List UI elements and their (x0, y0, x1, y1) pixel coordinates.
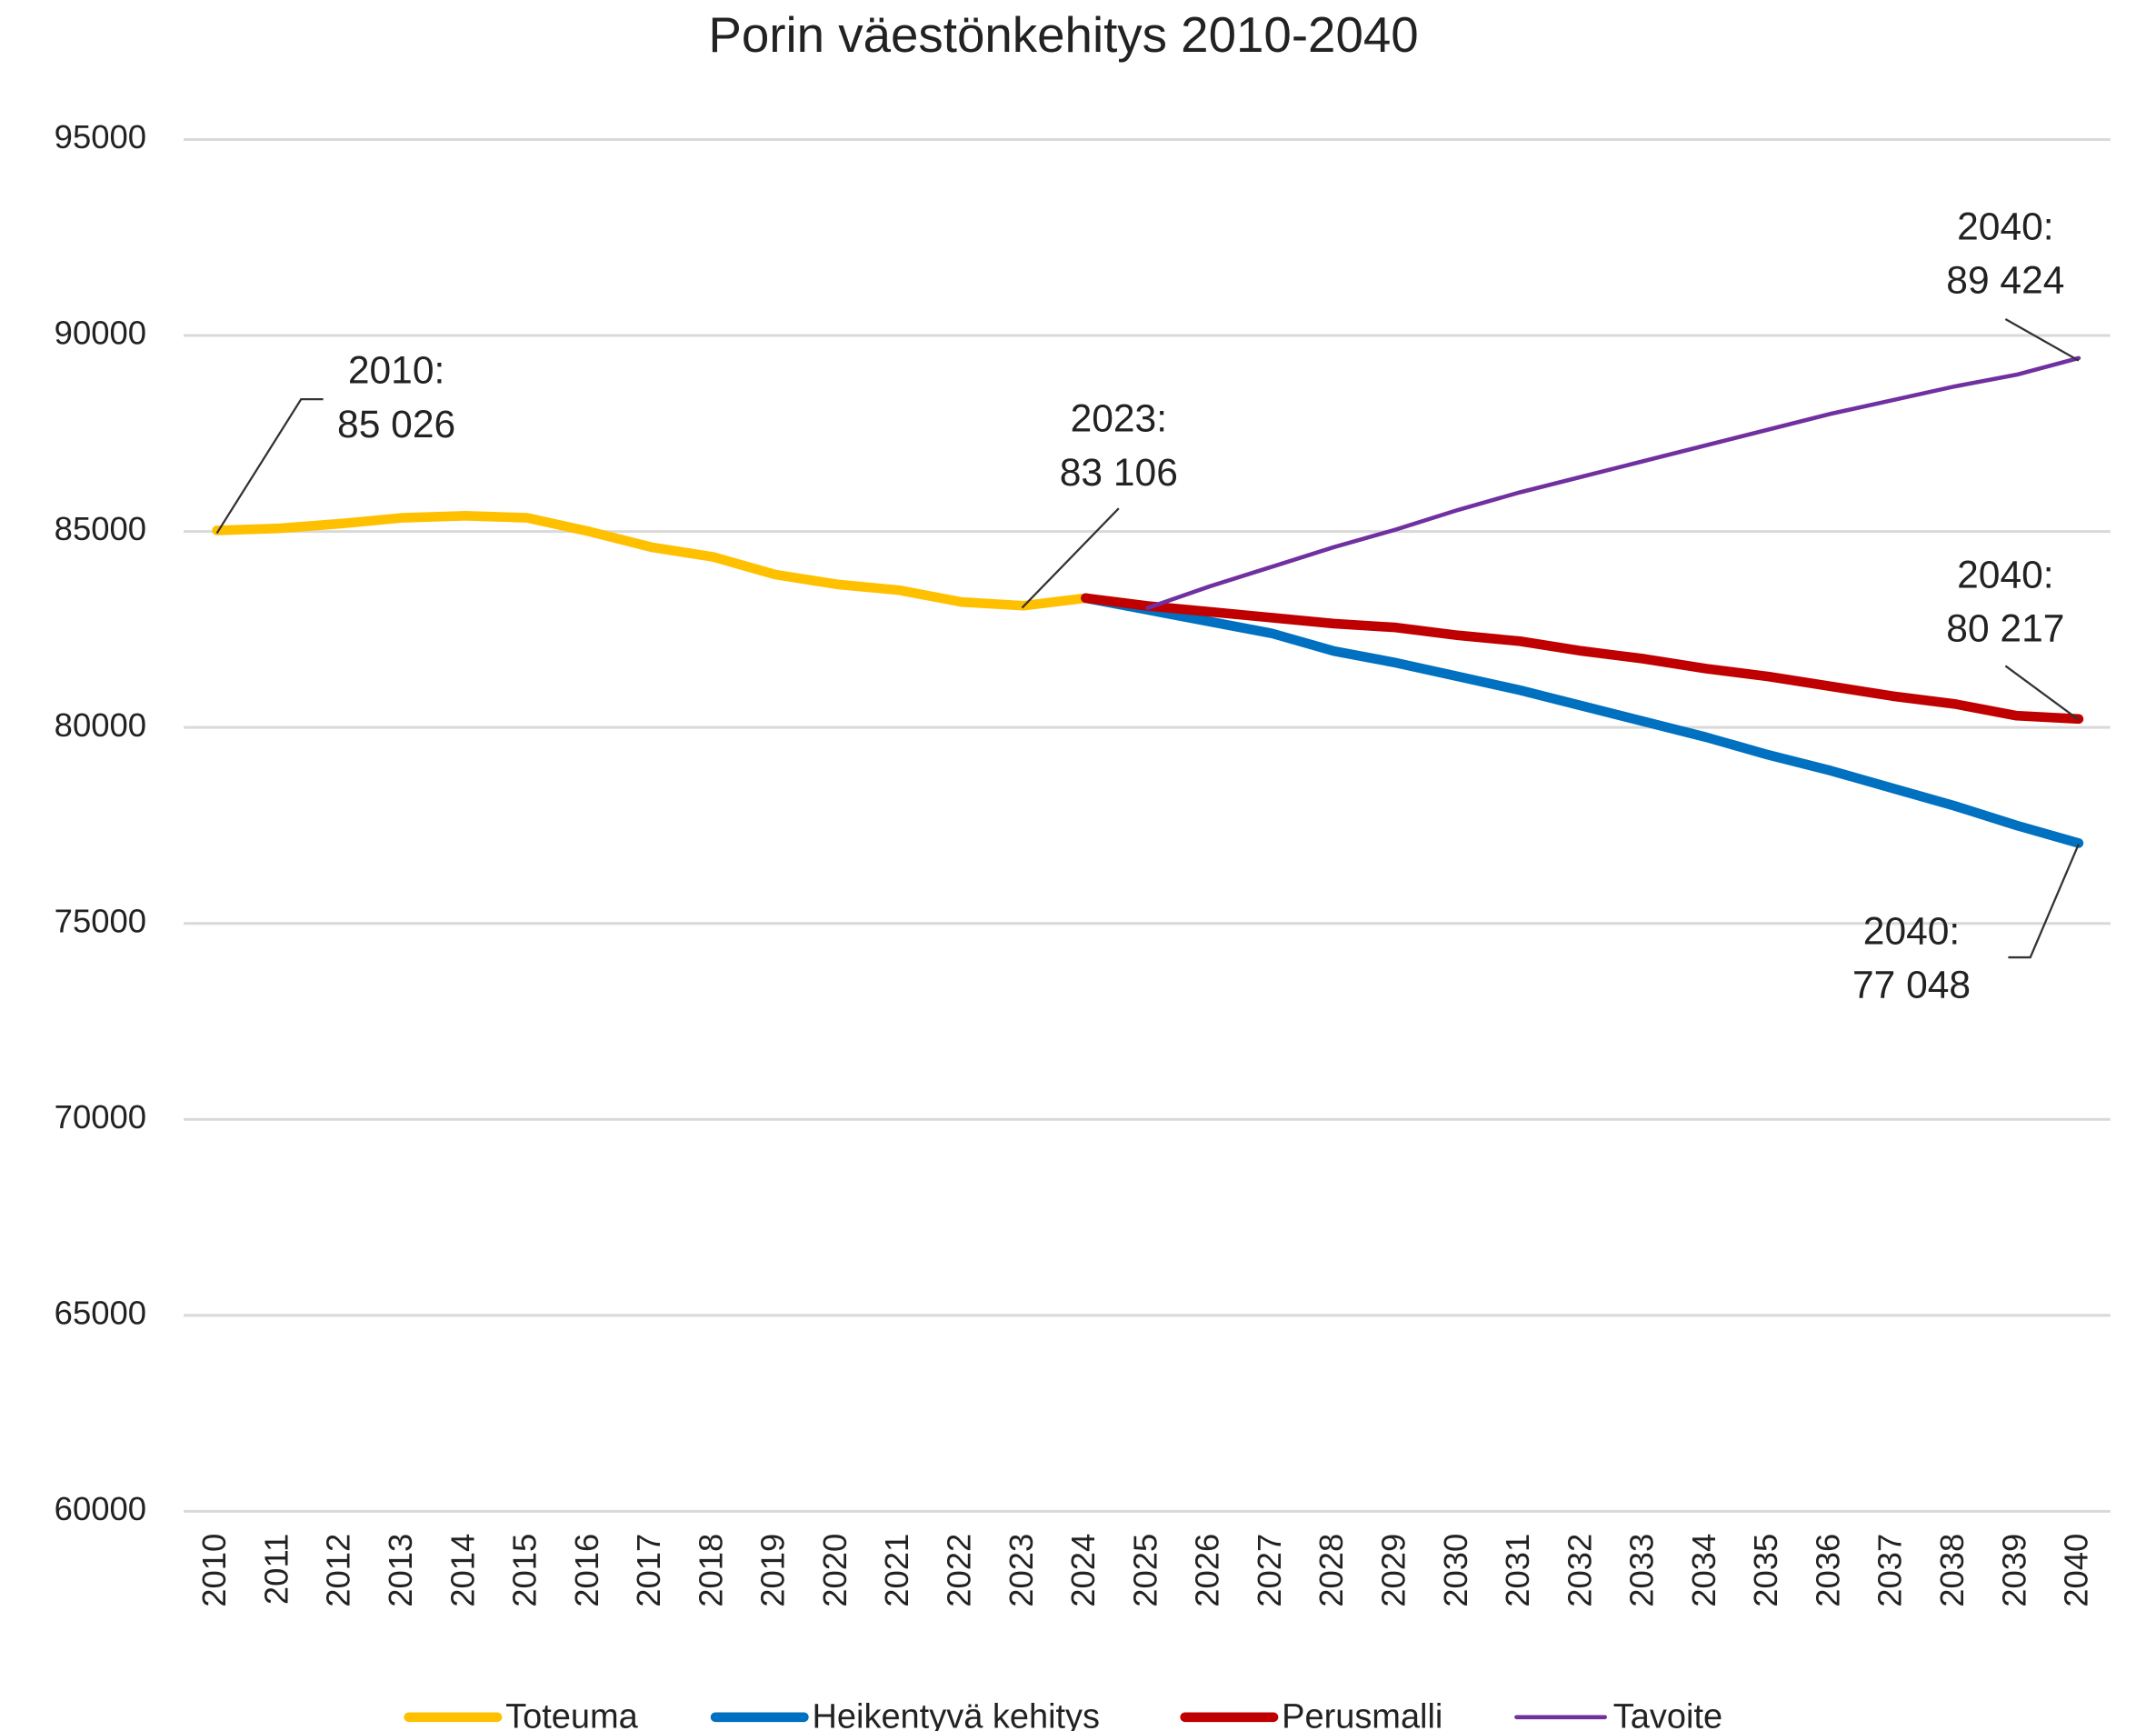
y-tick-label: 90000 (55, 315, 146, 352)
series-line (212, 511, 1091, 611)
x-tick-label: 2011 (257, 1534, 294, 1605)
x-tick-label: 2037 (1872, 1534, 1909, 1607)
legend-label: Heikentyvä kehitys (812, 1697, 1100, 1731)
annotation: 2040: (1957, 205, 2053, 248)
x-tick-label: 2025 (1126, 1534, 1163, 1607)
annotation: 85 026 (337, 403, 455, 446)
x-tick-label: 2024 (1064, 1534, 1102, 1607)
annotation-leader (2008, 843, 2080, 959)
x-tick-label: 2034 (1685, 1534, 1722, 1607)
annotation-leader (215, 398, 324, 535)
y-tick-label: 85000 (55, 510, 146, 547)
x-tick-label: 2033 (1623, 1534, 1661, 1607)
annotation-leader (1021, 507, 1120, 609)
annotation: 80 217 (1946, 607, 2064, 651)
x-tick-label: 2021 (878, 1534, 915, 1607)
y-tick-label: 95000 (55, 118, 146, 155)
x-tick-label: 2040 (2058, 1534, 2095, 1607)
x-tick-label: 2035 (1747, 1534, 1784, 1607)
chart-title: Porin väestönkehitys 2010-2040 (708, 6, 1418, 63)
legend-label: Perusmalli (1282, 1697, 1442, 1731)
y-tick-label: 65000 (55, 1294, 146, 1331)
x-tick-label: 2038 (1933, 1534, 1971, 1607)
series-line (1145, 355, 2081, 610)
x-tick-label: 2028 (1313, 1534, 1350, 1607)
x-tick-label: 2015 (506, 1534, 544, 1607)
x-tick-label: 2030 (1437, 1534, 1474, 1607)
x-tick-label: 2018 (692, 1534, 729, 1607)
x-tick-label: 2027 (1251, 1534, 1288, 1607)
y-tick-label: 70000 (55, 1098, 146, 1136)
legend-label: Tavoite (1613, 1697, 1722, 1731)
x-tick-label: 2031 (1499, 1534, 1536, 1607)
x-tick-label: 2012 (320, 1534, 357, 1607)
x-tick-label: 2014 (444, 1534, 481, 1607)
series-line (1081, 593, 2084, 725)
x-tick-label: 2019 (754, 1534, 792, 1607)
annotation: 89 424 (1946, 259, 2064, 303)
annotation: 77 048 (1852, 964, 1971, 1007)
x-tick-label: 2029 (1374, 1534, 1412, 1607)
x-tick-label: 2036 (1809, 1534, 1846, 1607)
x-tick-label: 2032 (1561, 1534, 1598, 1607)
annotation-leader (2004, 665, 2080, 721)
x-tick-label: 2039 (1995, 1534, 2032, 1607)
annotation: 2023: (1071, 397, 1167, 441)
y-tick-label: 60000 (55, 1490, 146, 1527)
x-tick-label: 2013 (382, 1534, 419, 1607)
annotation: 2040: (1957, 553, 2053, 596)
y-tick-label: 80000 (55, 706, 146, 744)
y-tick-label: 75000 (55, 902, 146, 939)
x-tick-label: 2016 (568, 1534, 605, 1607)
annotation: 83 106 (1060, 451, 1178, 495)
annotation: 2040: (1863, 909, 1960, 953)
x-tick-label: 2020 (816, 1534, 853, 1607)
x-tick-label: 2026 (1189, 1534, 1226, 1607)
legend-label: Toteuma (505, 1697, 639, 1731)
annotation: 2010: (348, 349, 444, 393)
annotation-leader (2004, 318, 2080, 362)
x-tick-label: 2022 (941, 1534, 978, 1607)
series-line (1081, 593, 2084, 848)
x-tick-label: 2010 (195, 1534, 233, 1607)
x-tick-label: 2023 (1003, 1534, 1040, 1607)
x-tick-label: 2017 (630, 1534, 667, 1607)
